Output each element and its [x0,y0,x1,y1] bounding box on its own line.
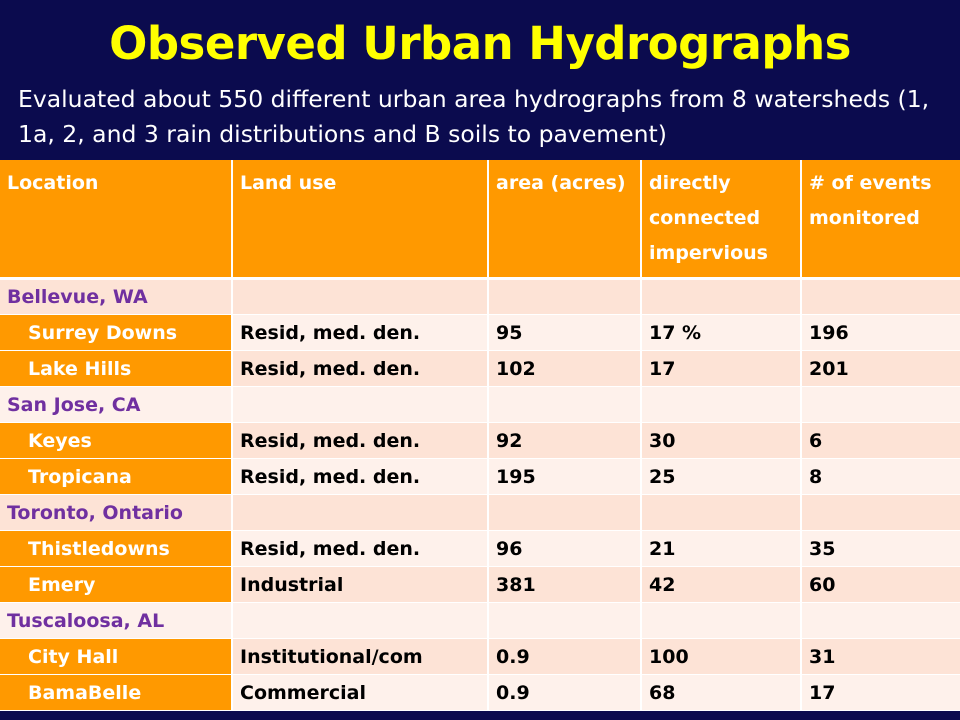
table-row: Thistledowns Resid, med. den. 96 21 35 [0,530,960,567]
table-row: Emery Industrial 381 42 60 [0,566,960,603]
land-use-cell: Commercial [232,674,489,711]
header-land-use: Land use [232,160,489,280]
area-cell [488,386,642,423]
table-region-row: Toronto, Ontario [0,494,960,531]
land-use-cell: Resid, med. den. [232,350,489,387]
impervious-cell: 30 [641,422,802,459]
area-cell [488,602,642,639]
events-cell: 8 [801,458,960,495]
land-use-cell: Resid, med. den. [232,422,489,459]
events-cell: 60 [801,566,960,603]
impervious-cell: 17 % [641,314,802,351]
location-cell: Lake Hills [0,350,233,387]
impervious-cell: 25 [641,458,802,495]
land-use-cell: Institutional/com [232,638,489,675]
events-cell [801,602,960,639]
land-use-cell: Industrial [232,566,489,603]
impervious-cell: 100 [641,638,802,675]
header-area: area (acres) [488,160,642,280]
events-cell: 17 [801,674,960,711]
events-cell [801,278,960,315]
location-cell: BamaBelle [0,674,233,711]
area-cell: 96 [488,530,642,567]
area-cell: 381 [488,566,642,603]
events-cell: 6 [801,422,960,459]
impervious-cell [641,494,802,531]
table-region-row: Tuscaloosa, AL [0,602,960,639]
impervious-cell [641,278,802,315]
slide-subtitle: Evaluated about 550 different urban area… [18,85,930,148]
table-row: Surrey Downs Resid, med. den. 95 17 % 196 [0,314,960,351]
area-cell: 95 [488,314,642,351]
events-cell: 196 [801,314,960,351]
events-cell [801,494,960,531]
events-cell: 31 [801,638,960,675]
location-cell: Toronto, Ontario [0,494,233,531]
table-row: Keyes Resid, med. den. 92 30 6 [0,422,960,459]
impervious-cell: 17 [641,350,802,387]
location-cell: Keyes [0,422,233,459]
location-cell: Tropicana [0,458,233,495]
area-cell: 0.9 [488,638,642,675]
location-cell: Surrey Downs [0,314,233,351]
land-use-cell: Resid, med. den. [232,314,489,351]
slide-title: Observed Urban Hydrographs [109,17,851,70]
events-cell: 35 [801,530,960,567]
events-cell [801,386,960,423]
land-use-cell [232,278,489,315]
location-cell: Bellevue, WA [0,278,233,315]
land-use-cell [232,602,489,639]
impervious-cell [641,602,802,639]
header-events: # of events monitored [801,160,960,280]
area-cell: 92 [488,422,642,459]
area-cell [488,278,642,315]
area-cell [488,494,642,531]
table-header-row: Location Land use area (acres) directly … [0,160,960,280]
table-row: BamaBelle Commercial 0.9 68 17 [0,674,960,711]
header-location: Location [0,160,233,280]
land-use-cell [232,494,489,531]
header-impervious: directly connected impervious [641,160,802,280]
table-row: City Hall Institutional/com 0.9 100 31 [0,638,960,675]
impervious-cell: 21 [641,530,802,567]
area-cell: 195 [488,458,642,495]
area-cell: 102 [488,350,642,387]
location-cell: City Hall [0,638,233,675]
location-cell: Emery [0,566,233,603]
events-cell: 201 [801,350,960,387]
hydrograph-table: Location Land use area (acres) directly … [0,160,960,711]
location-cell: Thistledowns [0,530,233,567]
land-use-cell [232,386,489,423]
location-cell: San Jose, CA [0,386,233,423]
table-row: Lake Hills Resid, med. den. 102 17 201 [0,350,960,387]
location-cell: Tuscaloosa, AL [0,602,233,639]
land-use-cell: Resid, med. den. [232,458,489,495]
area-cell: 0.9 [488,674,642,711]
impervious-cell: 42 [641,566,802,603]
impervious-cell: 68 [641,674,802,711]
impervious-cell [641,386,802,423]
table-region-row: San Jose, CA [0,386,960,423]
table-region-row: Bellevue, WA [0,278,960,315]
table-body: Bellevue, WA Surrey Downs Resid, med. den.… [0,278,960,711]
table-row: Tropicana Resid, med. den. 195 25 8 [0,458,960,495]
land-use-cell: Resid, med. den. [232,530,489,567]
